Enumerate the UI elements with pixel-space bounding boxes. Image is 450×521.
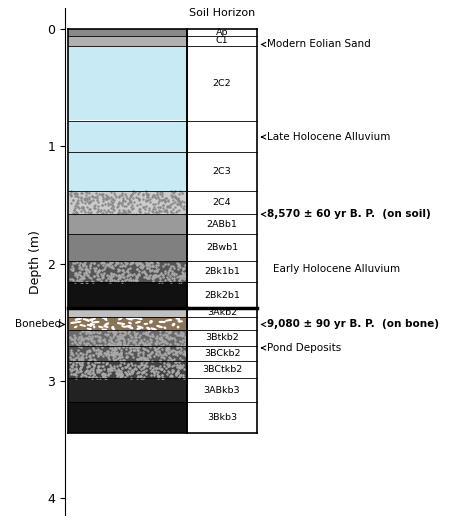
Bar — [68, 152, 187, 191]
Ellipse shape — [104, 326, 108, 327]
Ellipse shape — [151, 328, 156, 330]
Ellipse shape — [166, 320, 171, 321]
Ellipse shape — [129, 322, 131, 324]
Ellipse shape — [172, 324, 175, 326]
Ellipse shape — [90, 325, 92, 326]
Ellipse shape — [75, 326, 77, 328]
Ellipse shape — [122, 326, 124, 327]
Ellipse shape — [139, 327, 141, 329]
Text: 3Akb2: 3Akb2 — [207, 308, 237, 317]
Ellipse shape — [113, 329, 114, 330]
Ellipse shape — [164, 327, 166, 328]
Bar — [68, 121, 187, 152]
Ellipse shape — [130, 318, 136, 319]
Ellipse shape — [105, 323, 108, 325]
Bar — [68, 29, 187, 36]
Ellipse shape — [76, 319, 78, 320]
Text: Ap: Ap — [216, 28, 228, 37]
Text: Early Holocene Alluvium: Early Holocene Alluvium — [273, 265, 400, 275]
Text: 2C4: 2C4 — [213, 198, 231, 207]
Bar — [68, 214, 187, 234]
Bar — [68, 378, 187, 402]
Bar — [68, 308, 187, 317]
Bar — [68, 361, 187, 378]
Ellipse shape — [80, 325, 86, 326]
Ellipse shape — [159, 321, 165, 322]
Ellipse shape — [93, 321, 99, 323]
Ellipse shape — [86, 319, 89, 321]
Text: 2Bwb1: 2Bwb1 — [206, 243, 238, 252]
Ellipse shape — [90, 318, 95, 320]
Ellipse shape — [71, 322, 77, 323]
Bar — [68, 261, 187, 282]
Ellipse shape — [128, 326, 133, 329]
Bar — [68, 330, 187, 345]
Ellipse shape — [136, 318, 142, 319]
Bar — [68, 46, 187, 121]
Ellipse shape — [117, 323, 125, 324]
Ellipse shape — [105, 319, 107, 320]
Bar — [68, 36, 187, 46]
Ellipse shape — [136, 321, 140, 323]
Bar — [68, 317, 187, 330]
Ellipse shape — [75, 318, 81, 320]
Text: 3BCtkb2: 3BCtkb2 — [202, 365, 242, 374]
Bar — [68, 345, 187, 361]
Y-axis label: Depth (m): Depth (m) — [29, 230, 41, 294]
Ellipse shape — [157, 326, 162, 327]
Text: 2C3: 2C3 — [212, 167, 231, 176]
Text: C1: C1 — [216, 36, 228, 45]
Ellipse shape — [83, 319, 88, 320]
Text: 2C2: 2C2 — [213, 79, 231, 88]
Ellipse shape — [99, 327, 103, 328]
Text: 9,080 ± 90 yr B. P.  (on bone): 9,080 ± 90 yr B. P. (on bone) — [261, 319, 439, 329]
Text: Bonebed: Bonebed — [15, 319, 61, 329]
Text: Soil Horizon: Soil Horizon — [189, 7, 255, 18]
Text: 2ABb1: 2ABb1 — [207, 220, 238, 229]
Text: 3BCkb2: 3BCkb2 — [204, 349, 240, 358]
Ellipse shape — [137, 326, 143, 328]
Ellipse shape — [90, 324, 94, 325]
Text: Late Holocene Alluvium: Late Holocene Alluvium — [261, 132, 391, 142]
Ellipse shape — [177, 326, 179, 328]
Ellipse shape — [118, 318, 122, 320]
Bar — [68, 191, 187, 214]
Text: 3Btkb2: 3Btkb2 — [205, 333, 239, 342]
Ellipse shape — [78, 321, 81, 322]
Ellipse shape — [176, 318, 180, 319]
Bar — [68, 402, 187, 433]
Text: 8,570 ± 60 yr B. P.  (on soil): 8,570 ± 60 yr B. P. (on soil) — [261, 209, 431, 219]
Ellipse shape — [147, 328, 150, 329]
Ellipse shape — [150, 320, 152, 323]
Text: 2Bk1b1: 2Bk1b1 — [204, 267, 240, 276]
Text: 3ABkb3: 3ABkb3 — [204, 386, 240, 394]
Ellipse shape — [124, 326, 130, 327]
Text: Pond Deposits: Pond Deposits — [261, 343, 342, 353]
Text: Modern Eolian Sand: Modern Eolian Sand — [261, 40, 371, 49]
Ellipse shape — [126, 318, 132, 320]
Text: 3Bkb3: 3Bkb3 — [207, 413, 237, 422]
Ellipse shape — [179, 321, 180, 322]
Ellipse shape — [87, 328, 91, 329]
Text: 2Bk2b1: 2Bk2b1 — [204, 291, 240, 300]
Ellipse shape — [112, 327, 114, 329]
Ellipse shape — [92, 321, 93, 322]
Ellipse shape — [137, 328, 140, 329]
Bar — [68, 234, 187, 261]
Bar — [68, 282, 187, 308]
